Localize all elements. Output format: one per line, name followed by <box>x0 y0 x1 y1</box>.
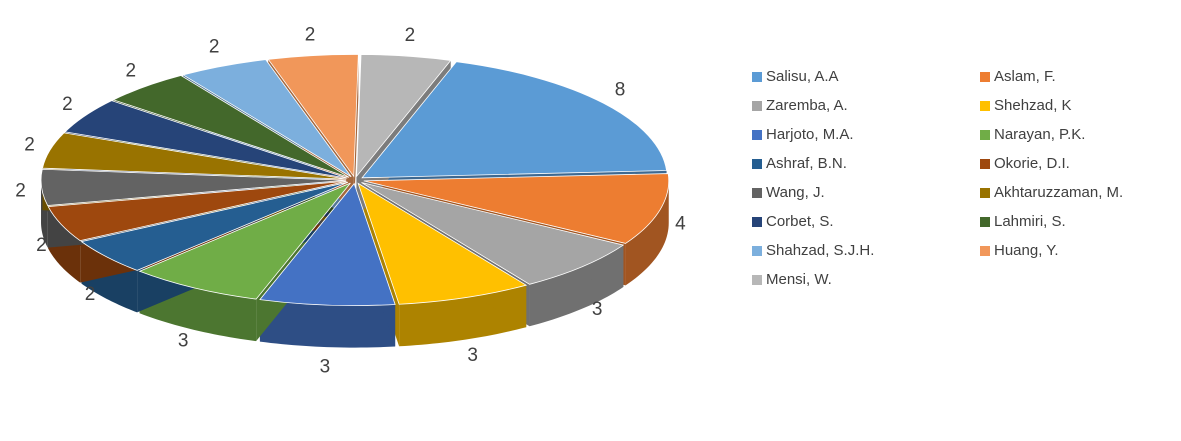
legend-label: Mensi, W. <box>766 271 832 288</box>
slice <box>40 168 347 207</box>
legend-swatch <box>752 188 762 198</box>
legend-swatch <box>980 130 990 140</box>
data-label: 2 <box>62 94 73 115</box>
legend-swatch <box>752 101 762 111</box>
data-label: 3 <box>178 330 189 351</box>
slice <box>361 61 668 179</box>
slice-side <box>625 180 669 286</box>
legend-swatch <box>980 159 990 169</box>
data-label: 2 <box>85 284 96 305</box>
legend-swatch <box>752 130 762 140</box>
data-label: 2 <box>209 37 220 58</box>
data-label: 8 <box>615 80 626 101</box>
legend-swatch <box>980 101 990 111</box>
data-label: 3 <box>320 356 331 377</box>
legend-swatch <box>752 159 762 169</box>
slice <box>363 173 670 244</box>
data-label: 3 <box>592 299 603 320</box>
legend-swatch <box>752 246 762 256</box>
legend-label: Shehzad, K <box>994 97 1072 114</box>
legend-swatch <box>752 217 762 227</box>
data-label: 2 <box>24 134 35 155</box>
data-label: 2 <box>126 61 137 82</box>
data-label: 3 <box>467 345 478 366</box>
legend-label: Shahzad, S.J.H. <box>766 242 874 259</box>
data-label: 2 <box>15 180 26 201</box>
legend-swatch <box>752 275 762 285</box>
legend-label: Ashraf, B.N. <box>766 155 847 172</box>
data-label: 2 <box>36 235 47 256</box>
legend-label: Okorie, D.I. <box>994 155 1070 172</box>
legend-swatch <box>980 188 990 198</box>
slice <box>112 75 350 178</box>
legend-label: Akhtaruzzaman, M. <box>994 184 1123 201</box>
legend-label: Wang, J. <box>766 184 825 201</box>
data-label: 4 <box>675 214 686 235</box>
data-label: 2 <box>405 25 416 46</box>
legend-label: Aslam, F. <box>994 68 1056 85</box>
data-label: 2 <box>305 24 316 45</box>
slice <box>267 54 359 178</box>
legend-label: Huang, Y. <box>994 242 1059 259</box>
slice <box>361 182 625 285</box>
top-faces <box>40 54 670 306</box>
slice-side <box>259 299 396 348</box>
slice <box>47 180 347 242</box>
legend-swatch <box>752 72 762 82</box>
legend-swatch <box>980 72 990 82</box>
slice <box>64 100 348 179</box>
legend-label: Harjoto, M.A. <box>766 126 854 143</box>
slice <box>357 182 528 305</box>
legend-label: Lahmiri, S. <box>994 213 1066 230</box>
slice <box>259 182 396 306</box>
slice <box>41 132 347 180</box>
slice <box>356 54 452 178</box>
legend-label: Zaremba, A. <box>766 97 848 114</box>
slice <box>182 59 352 178</box>
legend-swatch <box>980 217 990 227</box>
legend-label: Salisu, A.A <box>766 68 839 85</box>
legend-label: Corbet, S. <box>766 213 834 230</box>
slice <box>80 181 349 271</box>
slice <box>138 182 351 300</box>
legend-label: Narayan, P.K. <box>994 126 1085 143</box>
legend-swatch <box>980 246 990 256</box>
